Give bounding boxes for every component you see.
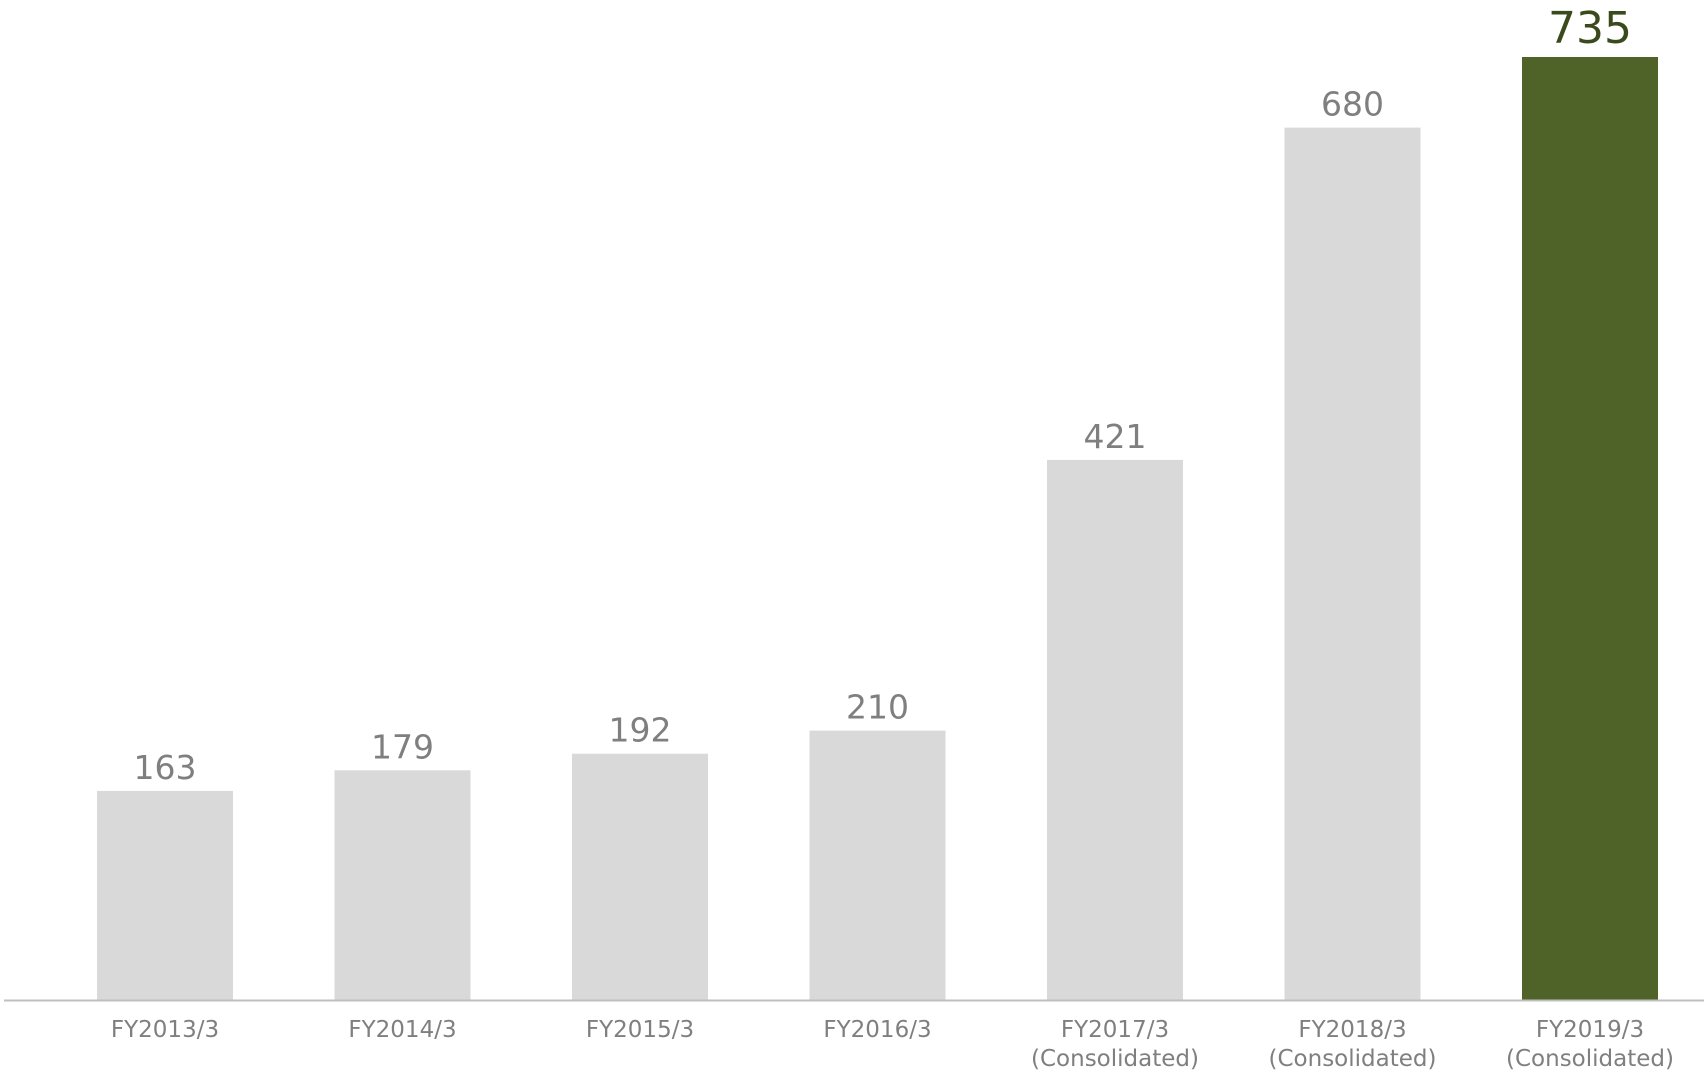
x-tick-label-4-line-1: (Consolidated): [1031, 1046, 1199, 1072]
x-tick-labels-group: FY2013/3 FY2014/3 FY2015/3 FY2016/3 FY2017/3…: [111, 1017, 1674, 1072]
bar-2: [572, 753, 708, 1000]
x-tick-label-3-line-0: FY2016/3: [823, 1017, 931, 1043]
x-tick-label-6-line-0: FY2019/3: [1536, 1017, 1644, 1043]
bar-1: [334, 770, 471, 1000]
x-tick-label-6: FY2019/3 (Consolidated): [1506, 1017, 1674, 1072]
x-tick-label-0: FY2013/3: [111, 1017, 219, 1043]
bars-group: [97, 57, 1658, 1001]
x-tick-label-2-line-0: FY2015/3: [586, 1017, 694, 1043]
x-tick-label-5-line-0: FY2018/3: [1298, 1017, 1406, 1043]
x-tick-label-6-line-1: (Consolidated): [1506, 1046, 1674, 1072]
value-label-6: 735: [1548, 3, 1632, 54]
bar-4: [1047, 459, 1183, 1000]
value-labels-group: 163 179 192 210 421 680 735: [134, 3, 1632, 787]
bar-0: [97, 790, 233, 1000]
x-tick-label-4-line-0: FY2017/3: [1061, 1017, 1169, 1043]
bar-3: [809, 730, 946, 1000]
x-tick-label-3: FY2016/3: [823, 1017, 931, 1043]
value-label-2: 192: [609, 711, 672, 750]
value-label-5: 680: [1321, 85, 1384, 124]
x-tick-label-4: FY2017/3 (Consolidated): [1031, 1017, 1199, 1072]
x-tick-label-1: FY2014/3: [348, 1017, 456, 1043]
x-tick-label-5: FY2018/3 (Consolidated): [1269, 1017, 1437, 1072]
bar-5: [1284, 127, 1421, 1001]
bar-6: [1522, 57, 1658, 1000]
value-label-1: 179: [371, 727, 434, 766]
x-tick-label-1-line-0: FY2014/3: [348, 1017, 456, 1043]
value-label-4: 421: [1084, 417, 1147, 456]
x-tick-label-5-line-1: (Consolidated): [1269, 1046, 1437, 1072]
value-label-0: 163: [134, 748, 197, 787]
value-label-3: 210: [846, 688, 909, 727]
x-tick-label-0-line-0: FY2013/3: [111, 1017, 219, 1043]
x-tick-label-2: FY2015/3: [586, 1017, 694, 1043]
